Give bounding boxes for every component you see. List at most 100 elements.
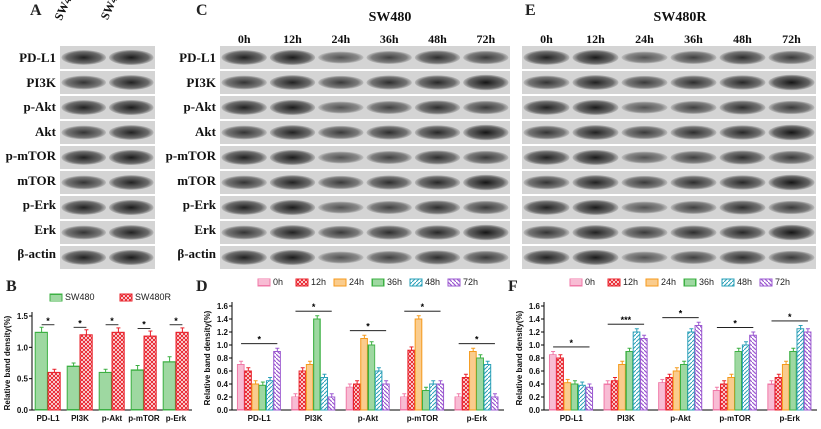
blot-band (318, 201, 364, 214)
y-tick-label: 1.6 (529, 302, 541, 311)
blot-band (269, 249, 316, 266)
blot-band (108, 99, 154, 116)
blot-band (463, 250, 509, 265)
bar (767, 383, 776, 411)
c-lane-4: 48h (428, 32, 447, 46)
x-tick-label: p-Erk (779, 414, 800, 423)
panel-letter-b: B (6, 278, 17, 295)
blot-band (463, 150, 509, 165)
blot-band (269, 199, 316, 216)
legend-label: 36h (387, 277, 402, 287)
bar (251, 383, 260, 411)
blot-band (768, 250, 815, 265)
blot-band (414, 100, 461, 115)
blot-band (414, 125, 461, 140)
blot-c-label-1: PI3K (186, 74, 216, 90)
c-lane-5: 72h (476, 32, 496, 46)
blot-band (366, 51, 412, 64)
y-tick-label: 1.0 (529, 341, 541, 350)
blot-band (61, 125, 107, 140)
blot-band (621, 51, 668, 64)
blot-c-label-4: p-mTOR (165, 148, 216, 163)
blot-band (572, 75, 619, 90)
sig-mark: *** (621, 315, 632, 325)
y-tick-label: 0.4 (529, 380, 541, 389)
blot-band (108, 125, 154, 140)
title-e: SW480R (653, 10, 707, 25)
blot-band (463, 74, 509, 91)
blot-band (269, 99, 316, 116)
bar (803, 331, 812, 411)
legend-label: 0h (273, 277, 283, 287)
bar (483, 364, 492, 411)
sig-mark: * (421, 302, 425, 312)
blot-a-label-3: Akt (35, 123, 56, 139)
blot-band (221, 75, 267, 90)
blot-band (61, 150, 107, 165)
blot-band (221, 250, 267, 265)
bar (374, 370, 383, 411)
bar (162, 361, 176, 411)
y-tick-label: 1.4 (217, 315, 229, 324)
blot-c-label-0: PD-L1 (179, 50, 216, 65)
x-tick-label: PD-L1 (36, 414, 60, 423)
blot-band (414, 50, 461, 65)
blot-band (318, 251, 364, 264)
blot-band (414, 250, 461, 265)
bar (625, 351, 634, 411)
blot-band (366, 251, 412, 264)
sig-mark: * (78, 318, 82, 328)
bar (789, 351, 797, 411)
x-tick-label: p-Akt (358, 414, 379, 423)
bar (111, 331, 125, 411)
bar (585, 386, 594, 411)
e-lane-5: 72h (782, 32, 801, 46)
x-tick-label: p-Erk (467, 414, 488, 423)
blot-a-label-4: p-mTOR (5, 148, 56, 163)
blot-band (366, 151, 412, 164)
bar (618, 364, 626, 411)
e-lane-4: 48h (733, 32, 752, 46)
bar (34, 331, 48, 411)
bar (400, 396, 408, 411)
y-tick-label: 1.0 (17, 343, 29, 352)
blot-band (523, 100, 570, 115)
legend-swatch (409, 278, 423, 287)
blot-a-label-8: β-actin (17, 246, 56, 261)
y-axis-label: Relative band density(%) (203, 310, 212, 405)
x-tick-label: PD-L1 (248, 414, 272, 423)
blot-band (719, 50, 766, 65)
x-tick-label: p-Akt (670, 414, 691, 423)
bar (407, 349, 416, 411)
blot-band (61, 50, 107, 65)
blot-band (621, 151, 668, 164)
legend-label: SW480R (135, 292, 172, 302)
lane-label-sw480r: SW480R (94, 0, 133, 29)
western-blot-e (522, 46, 816, 269)
legend-swatch (759, 278, 773, 287)
blot-band (572, 125, 619, 140)
legend-swatch (295, 278, 309, 287)
blot-band (414, 75, 461, 90)
blot-band (572, 225, 619, 240)
blot-c-label-3: Akt (195, 123, 216, 139)
blot-a-label-1: PI3K (26, 74, 56, 90)
bar (639, 338, 648, 411)
blot-band (768, 124, 815, 141)
bar (345, 386, 354, 411)
y-tick-label: 0.6 (217, 367, 229, 376)
sig-mark: * (174, 316, 178, 326)
bar (603, 383, 612, 411)
bar (265, 380, 274, 411)
blot-band (108, 249, 154, 266)
panel-letter-a: A (30, 2, 42, 19)
legend-label: SW480 (65, 292, 95, 302)
bar (143, 335, 157, 411)
blot-a-label-7: Erk (34, 221, 56, 237)
bar (291, 396, 299, 411)
sig-mark: * (366, 322, 370, 332)
blot-band (61, 75, 107, 90)
blot-band (621, 125, 668, 140)
bar (749, 334, 757, 411)
blot-band (768, 174, 815, 191)
